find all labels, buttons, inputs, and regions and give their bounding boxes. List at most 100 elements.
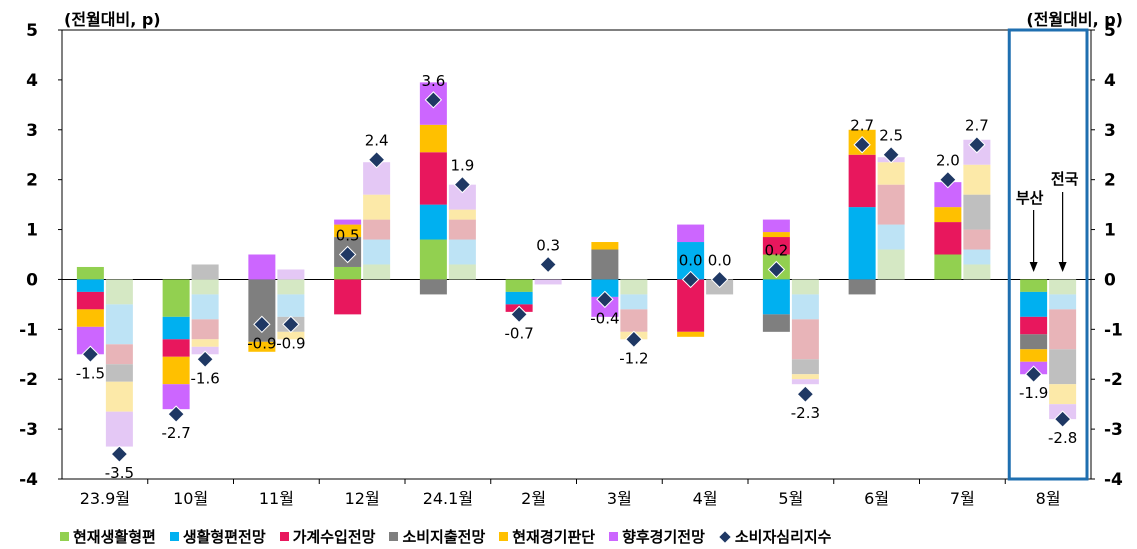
busan-index-label: -0.9	[247, 334, 276, 352]
national-bar-segment	[1049, 349, 1077, 385]
national-bar-segment	[448, 264, 476, 280]
national-bar-segment	[963, 164, 991, 195]
category-label: 23.9월	[80, 489, 130, 508]
national-bar-segment	[277, 279, 305, 295]
busan-bar-segment	[1020, 316, 1048, 335]
national-index-diamond	[710, 270, 729, 289]
busan-bar-segment	[848, 207, 876, 280]
busan-index-diamond	[1024, 365, 1043, 383]
national-bar-segment	[191, 339, 219, 347]
national-index-label: 1.9	[450, 157, 474, 175]
national-index-diamond	[282, 315, 300, 334]
busan-annotation: 부산	[1016, 189, 1044, 207]
y-tick-label-right: -2	[1104, 370, 1123, 390]
y-tick-label-left: -4	[19, 470, 38, 490]
busan-index-label: 0.2	[764, 241, 788, 259]
y-tick-label-right: -1	[1104, 320, 1123, 340]
y-tick-label-right: 1	[1104, 221, 1116, 241]
national-bar-segment	[363, 194, 391, 220]
legend-swatch	[279, 532, 289, 541]
national-annotation: 전국	[1051, 170, 1079, 188]
national-bar-segment	[1049, 294, 1077, 310]
national-bar-segment	[791, 359, 819, 375]
busan-bar-segment	[677, 224, 705, 243]
busan-index-label: -1.9	[1019, 384, 1048, 402]
national-bar-segment	[1049, 309, 1077, 350]
busan-bar-segment	[848, 154, 876, 208]
national-bar-segment	[620, 309, 648, 332]
legend-swatch	[389, 532, 399, 541]
busan-bar-segment	[76, 309, 104, 327]
national-bar-segment	[191, 319, 219, 340]
y-tick-label-left: 2	[26, 171, 38, 191]
busan-bar-segment	[762, 279, 790, 315]
national-index-diamond	[1053, 410, 1072, 428]
category-label: 12월	[345, 489, 380, 508]
national-arrow-head	[1058, 262, 1067, 272]
national-bar-segment	[105, 364, 133, 382]
national-bar-segment	[105, 381, 133, 412]
busan-index-label: 2.7	[850, 117, 874, 135]
national-bar-segment	[963, 194, 991, 230]
busan-bar-segment	[334, 219, 362, 225]
busan-index-diamond	[681, 270, 700, 289]
y-tick-label-right: 5	[1104, 21, 1116, 41]
busan-bar-segment	[762, 314, 790, 332]
national-bar-segment	[791, 279, 819, 295]
category-label: 24.1월	[423, 489, 473, 508]
legend-item: 현재생활형편	[60, 526, 156, 547]
legend-label: 소비자심리지수	[734, 528, 832, 546]
national-index-label: -0.9	[276, 334, 305, 352]
busan-index-label: -2.7	[161, 424, 190, 442]
busan-bar-segment	[419, 239, 447, 280]
y-tick-label-left: 5	[26, 21, 38, 41]
busan-index-label: 0.0	[679, 251, 703, 269]
busan-bar-segment	[76, 279, 104, 292]
national-index-label: -2.8	[1048, 429, 1077, 447]
busan-bar-segment	[334, 266, 362, 280]
national-bar-segment	[277, 294, 305, 317]
busan-index-diamond	[767, 260, 786, 279]
national-bar-segment	[448, 239, 476, 265]
busan-index-diamond	[81, 345, 100, 363]
national-index-diamond	[539, 255, 557, 274]
national-bar-segment	[877, 224, 905, 250]
y-tick-label-left: 0	[26, 270, 38, 290]
busan-index-diamond	[167, 405, 185, 423]
legend-item: 가계수입전망	[279, 526, 375, 547]
legend-item: 소비자심리지수	[719, 526, 832, 547]
highlight-box	[1007, 28, 1089, 481]
busan-bar-segment	[162, 339, 190, 357]
national-bar-segment	[448, 219, 476, 240]
busan-bar-segment	[591, 242, 619, 250]
busan-bar-segment	[248, 341, 276, 352]
category-label: 4월	[693, 489, 718, 508]
national-index-diamond	[796, 385, 815, 403]
category-label: 10월	[173, 489, 208, 508]
national-index-label: 0.3	[536, 236, 560, 254]
national-bar-segment	[963, 229, 991, 250]
national-index-diamond	[367, 151, 386, 169]
busan-bar-segment	[677, 331, 705, 337]
y-tick-label-right: -4	[1104, 470, 1123, 490]
national-index-label: 2.4	[365, 132, 389, 150]
y-tick-label-right: 4	[1104, 71, 1116, 91]
legend-swatch	[169, 532, 179, 541]
national-bar-segment	[791, 374, 819, 380]
busan-index-diamond	[510, 305, 528, 324]
y-tick-label-left: 3	[26, 121, 38, 141]
y-tick-label-left: 1	[26, 221, 38, 241]
category-label: 5월	[778, 489, 803, 508]
national-bar-segment	[363, 264, 391, 280]
busan-index-label: 2.0	[936, 152, 960, 170]
busan-bar-segment	[505, 279, 533, 292]
busan-bar-segment	[419, 124, 447, 153]
busan-index-label: -0.4	[590, 309, 619, 327]
national-index-diamond	[196, 350, 214, 368]
national-bar-segment	[963, 264, 991, 280]
category-label: 8월	[1036, 489, 1061, 508]
busan-bar-segment	[677, 279, 705, 332]
busan-bar-segment	[419, 152, 447, 205]
legend-swatch	[60, 532, 69, 541]
busan-index-label: 3.6	[421, 72, 445, 90]
